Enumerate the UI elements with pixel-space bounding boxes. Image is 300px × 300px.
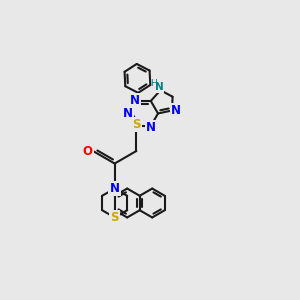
Text: N: N	[123, 107, 133, 120]
Text: N: N	[146, 121, 156, 134]
Text: H: H	[150, 79, 157, 88]
Text: O: O	[83, 145, 93, 158]
Text: S: S	[132, 118, 141, 131]
Text: N: N	[110, 182, 120, 195]
Text: N: N	[130, 94, 140, 107]
Text: S: S	[110, 211, 119, 224]
Text: N: N	[171, 104, 181, 117]
Text: N: N	[154, 82, 164, 92]
